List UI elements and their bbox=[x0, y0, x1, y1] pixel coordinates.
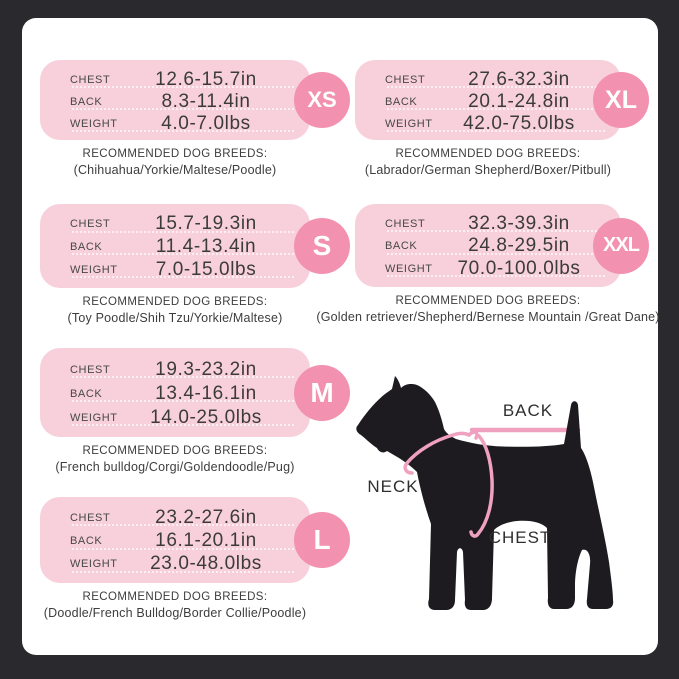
size-card-xl: CHEST 27.6-32.3in BACK 20.1-24.8in WEIGHT 4… bbox=[355, 60, 649, 140]
measurement-label: CHEST bbox=[385, 218, 426, 231]
dog-silhouette-illustration bbox=[356, 376, 614, 610]
measurement-row: BACK 11.4-13.4in bbox=[70, 236, 296, 259]
measurement-value: 20.1-24.8in bbox=[468, 91, 570, 112]
measurement-row: CHEST 12.6-15.7in bbox=[70, 69, 296, 91]
measurement-value: 19.3-23.2in bbox=[155, 358, 257, 380]
measurement-label: BACK bbox=[385, 96, 418, 108]
measurement-label: WEIGHT bbox=[70, 263, 118, 276]
measurement-value: 23.2-27.6in bbox=[155, 506, 257, 528]
measurement-row: WEIGHT 14.0-25.0lbs bbox=[70, 406, 296, 429]
measurement-label: WEIGHT bbox=[70, 411, 118, 424]
measurement-value: 12.6-15.7in bbox=[155, 69, 257, 90]
size-card-xs: CHEST 12.6-15.7in BACK 8.3-11.4in WEIGHT 4.… bbox=[40, 60, 350, 140]
measurement-row: BACK 24.8-29.5in bbox=[385, 235, 607, 257]
measurement-label: BACK bbox=[70, 241, 103, 253]
breeds-title: RECOMMENDED DOG BREEDS: bbox=[82, 296, 268, 308]
size-card-l: CHEST 23.2-27.6in BACK 16.1-20.1in WEIGHT 2… bbox=[40, 497, 350, 583]
measurement-row: WEIGHT 70.0-100.0lbs bbox=[385, 258, 607, 280]
measurement-label: CHEST bbox=[385, 74, 426, 86]
breeds-title: RECOMMENDED DOG BREEDS: bbox=[82, 148, 268, 160]
measurement-value: 4.0-7.0lbs bbox=[161, 113, 251, 134]
breeds-list: (French bulldog/Corgi/Goldendoodle/Pug) bbox=[55, 459, 295, 474]
back-label: BACK bbox=[502, 401, 554, 420]
measurement-row: CHEST 27.6-32.3in bbox=[385, 69, 607, 91]
size-badge-s: S bbox=[294, 218, 350, 274]
size-card-s: CHEST 15.7-19.3in BACK 11.4-13.4in WEIGHT 7… bbox=[40, 204, 350, 288]
size-badge-xxl: XXL bbox=[593, 217, 649, 274]
measurement-value: 11.4-13.4in bbox=[155, 236, 257, 257]
measurement-value: 7.0-15.0lbs bbox=[155, 258, 257, 280]
measurement-label: BACK bbox=[70, 535, 103, 547]
dog-measurement-diagram bbox=[345, 352, 655, 642]
size-card-xxl: CHEST 32.3-39.3in BACK 24.8-29.5in WEIGHT 7… bbox=[355, 204, 649, 287]
breeds-block: RECOMMENDED DOG BREEDS: (Labrador/German… bbox=[316, 147, 660, 178]
breeds-title: RECOMMENDED DOG BREEDS: bbox=[395, 295, 581, 307]
breeds-title: RECOMMENDED DOG BREEDS: bbox=[395, 148, 581, 160]
size-badge-xs: XS bbox=[294, 72, 350, 128]
measurement-label: BACK bbox=[385, 240, 418, 253]
breeds-list: (Labrador/German Shepherd/Boxer/Pitbull) bbox=[364, 162, 612, 177]
size-section-xxl: CHEST 32.3-39.3in BACK 24.8-29.5in WEIGHT 7… bbox=[316, 204, 659, 325]
size-section-s: CHEST 15.7-19.3in BACK 11.4-13.4in WEIGHT 7… bbox=[40, 204, 350, 326]
measurement-label: WEIGHT bbox=[385, 118, 433, 130]
measurement-value: 15.7-19.3in bbox=[155, 213, 257, 235]
measurement-label: BACK bbox=[70, 96, 103, 108]
measurement-label: BACK bbox=[70, 387, 103, 400]
breeds-block: RECOMMENDED DOG BREEDS: (Toy Poodle/Shih… bbox=[3, 295, 347, 326]
measurement-row: WEIGHT 7.0-15.0lbs bbox=[70, 258, 296, 281]
measurement-row: CHEST 23.2-27.6in bbox=[70, 506, 296, 529]
measurement-label: WEIGHT bbox=[70, 558, 118, 571]
size-badge-l: L bbox=[294, 512, 350, 568]
measurement-row: BACK 16.1-20.1in bbox=[70, 530, 296, 553]
measurement-value: 70.0-100.0lbs bbox=[457, 257, 581, 279]
breeds-block: RECOMMENDED DOG BREEDS: (Chihuahua/Yorki… bbox=[3, 147, 347, 178]
measurement-value: 14.0-25.0lbs bbox=[150, 406, 262, 428]
harness-chest-strap bbox=[469, 434, 494, 538]
size-section-xl: CHEST 27.6-32.3in BACK 20.1-24.8in WEIGHT 4… bbox=[355, 60, 649, 178]
breeds-title: RECOMMENDED DOG BREEDS: bbox=[82, 445, 268, 457]
measurement-label: CHEST bbox=[70, 218, 111, 231]
measurement-row: BACK 8.3-11.4in bbox=[70, 91, 296, 113]
breeds-block: RECOMMENDED DOG BREEDS: (Doodle/French B… bbox=[3, 590, 347, 621]
breeds-title: RECOMMENDED DOG BREEDS: bbox=[82, 591, 268, 603]
size-badge-xl: XL bbox=[593, 72, 649, 128]
size-card-m: CHEST 19.3-23.2in BACK 13.4-16.1in WEIGHT 1… bbox=[40, 348, 350, 437]
measurement-row: WEIGHT 42.0-75.0lbs bbox=[385, 113, 607, 135]
measurement-value: 16.1-20.1in bbox=[155, 530, 257, 551]
chest-label: CHEST bbox=[488, 528, 552, 547]
measurement-value: 42.0-75.0lbs bbox=[463, 113, 575, 134]
measurement-row: CHEST 32.3-39.3in bbox=[385, 213, 607, 235]
size-section-xs: CHEST 12.6-15.7in BACK 8.3-11.4in WEIGHT 4.… bbox=[40, 60, 350, 178]
breeds-list: (Doodle/French Bulldog/Border Collie/Poo… bbox=[43, 605, 307, 620]
measurement-label: WEIGHT bbox=[385, 262, 433, 275]
measurement-row: WEIGHT 4.0-7.0lbs bbox=[70, 113, 296, 135]
breeds-block: RECOMMENDED DOG BREEDS: (French bulldog/… bbox=[3, 444, 347, 475]
measurement-row: CHEST 15.7-19.3in bbox=[70, 213, 296, 236]
measurement-row: WEIGHT 23.0-48.0lbs bbox=[70, 553, 296, 576]
size-section-l: CHEST 23.2-27.6in BACK 16.1-20.1in WEIGHT 2… bbox=[40, 497, 350, 621]
dog-silhouette bbox=[356, 376, 614, 610]
measurement-row: CHEST 19.3-23.2in bbox=[70, 358, 296, 381]
measurement-value: 8.3-11.4in bbox=[161, 91, 251, 112]
measurement-value: 32.3-39.3in bbox=[468, 213, 570, 235]
measurement-value: 24.8-29.5in bbox=[468, 235, 570, 257]
measurement-label: CHEST bbox=[70, 511, 111, 524]
breeds-list: (Toy Poodle/Shih Tzu/Yorkie/Maltese) bbox=[67, 310, 283, 325]
measurement-label: CHEST bbox=[70, 363, 111, 376]
measurement-value: 13.4-16.1in bbox=[155, 382, 257, 404]
neck-label: NECK bbox=[367, 477, 419, 496]
measurement-label: WEIGHT bbox=[70, 118, 118, 130]
measurement-label: CHEST bbox=[70, 74, 111, 86]
measurement-row: BACK 20.1-24.8in bbox=[385, 91, 607, 113]
measurement-row: BACK 13.4-16.1in bbox=[70, 382, 296, 405]
breeds-list: (Golden retriever/Shepherd/Bernese Mount… bbox=[316, 309, 660, 324]
measurement-value: 27.6-32.3in bbox=[468, 69, 570, 90]
measurement-value: 23.0-48.0lbs bbox=[150, 553, 262, 575]
breeds-block: RECOMMENDED DOG BREEDS: (Golden retrieve… bbox=[316, 294, 660, 325]
breeds-list: (Chihuahua/Yorkie/Maltese/Poodle) bbox=[73, 162, 277, 177]
size-section-m: CHEST 19.3-23.2in BACK 13.4-16.1in WEIGHT 1… bbox=[40, 348, 350, 475]
size-badge-m: M bbox=[294, 364, 350, 421]
harness-neck-strap bbox=[403, 430, 479, 475]
